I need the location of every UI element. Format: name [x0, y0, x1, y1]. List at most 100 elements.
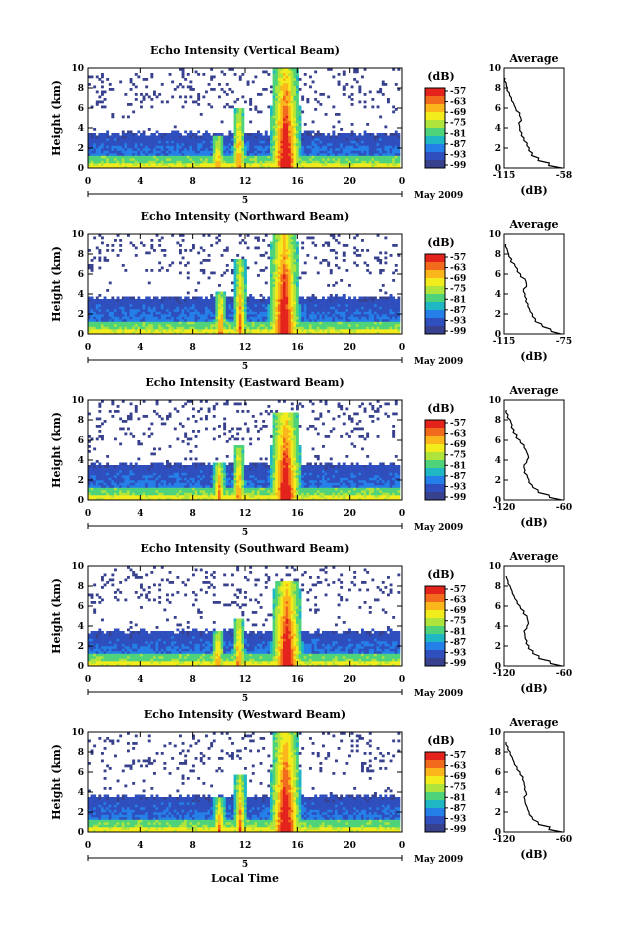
- heatmap-cell-29: [90, 133, 94, 136]
- heatmap-cell-467: [160, 326, 164, 330]
- heatmap-cell-2190: [389, 160, 393, 164]
- heatmap-cell-39: [93, 326, 97, 330]
- heatmap-cell-846: [218, 324, 221, 327]
- heatmap-cell-430: [155, 158, 159, 161]
- heatmap-cell-1539: [285, 239, 289, 242]
- heatmap-cell-2307: [389, 316, 393, 320]
- heatmap-cell-1877: [337, 83, 341, 86]
- heatmap-cell-2347: [394, 304, 398, 307]
- heatmap-cell-2240: [379, 301, 383, 305]
- heatmap-cell-211: [119, 316, 123, 320]
- heatmap-cell-919: [225, 246, 229, 250]
- heatmap-cell-1874: [337, 133, 341, 136]
- heatmap-cell-1439: [280, 289, 284, 292]
- heatmap-cell-1793: [311, 304, 315, 307]
- heatmap-cell-641: [186, 316, 190, 320]
- heatmap-cell-66: [95, 299, 99, 302]
- heatmap-cell-1555: [293, 98, 297, 101]
- heatmap-cell-93: [101, 138, 104, 141]
- heatmap-cell-512: [168, 140, 172, 144]
- heatmap-cell-1619: [298, 138, 302, 141]
- heatmap-cell-1218: [272, 140, 276, 144]
- heatmap-cell-2257: [381, 311, 385, 315]
- heatmap-cell-701: [197, 103, 201, 106]
- heatmap-cell-1050: [241, 326, 245, 330]
- heatmap-cell-429: [153, 296, 156, 300]
- heatmap-cell-1964: [353, 165, 357, 169]
- heatmap-cell-2239: [397, 158, 401, 161]
- heatmap-cell-1758: [306, 309, 310, 312]
- heatmap-cell-1136: [262, 160, 266, 164]
- heatmap-cell-243: [127, 163, 130, 166]
- heatmap-cell-1381: [283, 133, 286, 136]
- heatmap-cell-2166: [384, 143, 388, 146]
- heatmap-cell-275: [129, 319, 133, 322]
- heatmap-cell-2014: [358, 85, 362, 89]
- heatmap-cell-2304: [389, 324, 393, 327]
- heatmap-cell-916: [225, 269, 229, 272]
- heatmap-cell-1955: [350, 138, 354, 141]
- heatmap-cell-1808: [314, 311, 318, 315]
- heatmap-cell-394: [147, 296, 151, 300]
- heatmap-cell-2223: [394, 155, 398, 159]
- heatmap-cell-293: [132, 314, 136, 317]
- heatmap-cell-1772: [322, 160, 325, 164]
- heatmap-cell-2317: [389, 254, 393, 257]
- heatmap-cell-2038: [363, 143, 367, 146]
- heatmap-cell-2091: [371, 133, 375, 136]
- heatmap-cell-1945: [335, 316, 338, 320]
- heatmap-cell-2263: [381, 296, 385, 300]
- heatmap-cell-456: [158, 93, 162, 96]
- heatmap-cell-49: [95, 163, 99, 166]
- heatmap-cell-120: [103, 90, 107, 94]
- heatmap-cell-872: [225, 148, 229, 151]
- heatmap-cell-619: [184, 78, 188, 81]
- heatmap-cell-978: [238, 138, 242, 141]
- heatmap-cell-334: [140, 329, 143, 332]
- heatmap-cell-1818: [316, 329, 320, 332]
- heatmap-cell-62: [95, 470, 99, 473]
- heatmap-cell-502: [166, 326, 169, 330]
- heatmap-cell-460: [158, 299, 162, 302]
- heatmap-cell-516: [168, 331, 172, 335]
- heatmap-cell-715: [197, 299, 201, 302]
- heatmap-cell-1795: [324, 140, 328, 144]
- heatmap-cell-5: [88, 485, 91, 488]
- heatmap-cell-200: [116, 301, 120, 305]
- heatmap-cell-2245: [379, 269, 383, 272]
- heatmap-cell-544: [171, 301, 175, 305]
- heatmap-cell-1836: [332, 148, 336, 151]
- heatmap-cell-2015: [345, 329, 349, 332]
- heatmap-cell-471: [160, 100, 164, 104]
- heatmap-cell-12: [88, 301, 91, 305]
- heatmap-cell-759: [205, 324, 208, 327]
- heatmap-cell-215: [121, 155, 125, 159]
- heatmap-cell-767: [205, 304, 208, 307]
- heatmap-cell-1569: [288, 264, 292, 267]
- heatmap-cell-1787: [311, 319, 315, 322]
- heatmap-cell-1728: [314, 145, 318, 149]
- heatmap-cell-1019: [238, 324, 242, 327]
- heatmap-cell-2108: [358, 304, 362, 307]
- heatmap-cell-787: [207, 259, 211, 262]
- heatmap-cell-2078: [371, 165, 375, 169]
- heatmap-cell-1455: [288, 148, 292, 151]
- heatmap-cell-1264: [267, 244, 271, 247]
- heatmap-cell-1365: [275, 274, 279, 277]
- heatmap-cell-1765: [319, 138, 323, 141]
- heatmap-cell-438: [155, 138, 159, 141]
- heatmap-cell-1020: [238, 321, 242, 325]
- heatmap-cell-662: [189, 311, 193, 315]
- heatmap-cell-533: [171, 80, 175, 84]
- heatmap-cell-707: [199, 163, 203, 166]
- heatmap-cell-350: [142, 150, 146, 154]
- heatmap-cell-664: [189, 306, 193, 310]
- x-tick-label: 20: [343, 177, 356, 187]
- heatmap-cell-1200: [259, 319, 263, 322]
- heatmap-cell-1277: [275, 93, 279, 96]
- heatmap-cell-779: [210, 138, 214, 141]
- heatmap-cell-1711: [298, 301, 302, 305]
- heatmap-cell-106: [103, 331, 107, 335]
- heatmap-cell-1949: [350, 153, 354, 156]
- heatmap-cell-370: [145, 314, 149, 317]
